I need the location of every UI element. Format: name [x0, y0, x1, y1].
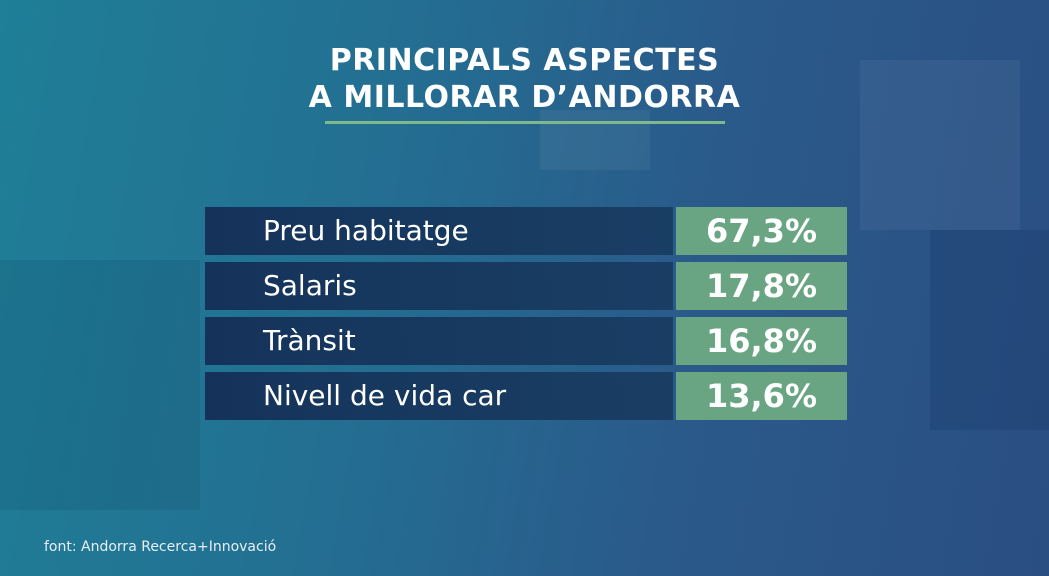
- title-line-1: PRINCIPALS ASPECTES: [329, 43, 720, 78]
- background-block: [0, 260, 200, 510]
- row-value: 17,8%: [676, 262, 847, 310]
- table-row: Preu habitatge 67,3%: [205, 207, 847, 255]
- title-underline: [325, 121, 725, 124]
- table-row: Nivell de vida car 13,6%: [205, 372, 847, 420]
- table-row: Trànsit 16,8%: [205, 317, 847, 365]
- background-block: [930, 230, 1049, 430]
- row-label: Nivell de vida car: [205, 372, 673, 420]
- row-value: 13,6%: [676, 372, 847, 420]
- row-label: Salaris: [205, 262, 673, 310]
- row-label: Preu habitatge: [205, 207, 673, 255]
- row-label: Trànsit: [205, 317, 673, 365]
- row-value: 67,3%: [676, 207, 847, 255]
- source-note: font: Andorra Recerca+Innovació: [44, 539, 277, 555]
- title-line-2: A MILLORAR D’ANDORRA: [308, 80, 741, 115]
- chart-title: PRINCIPALS ASPECTES A MILLORAR D’ANDORRA: [0, 42, 1049, 116]
- row-value: 16,8%: [676, 317, 847, 365]
- background-block: [540, 110, 650, 170]
- table-row: Salaris 17,8%: [205, 262, 847, 310]
